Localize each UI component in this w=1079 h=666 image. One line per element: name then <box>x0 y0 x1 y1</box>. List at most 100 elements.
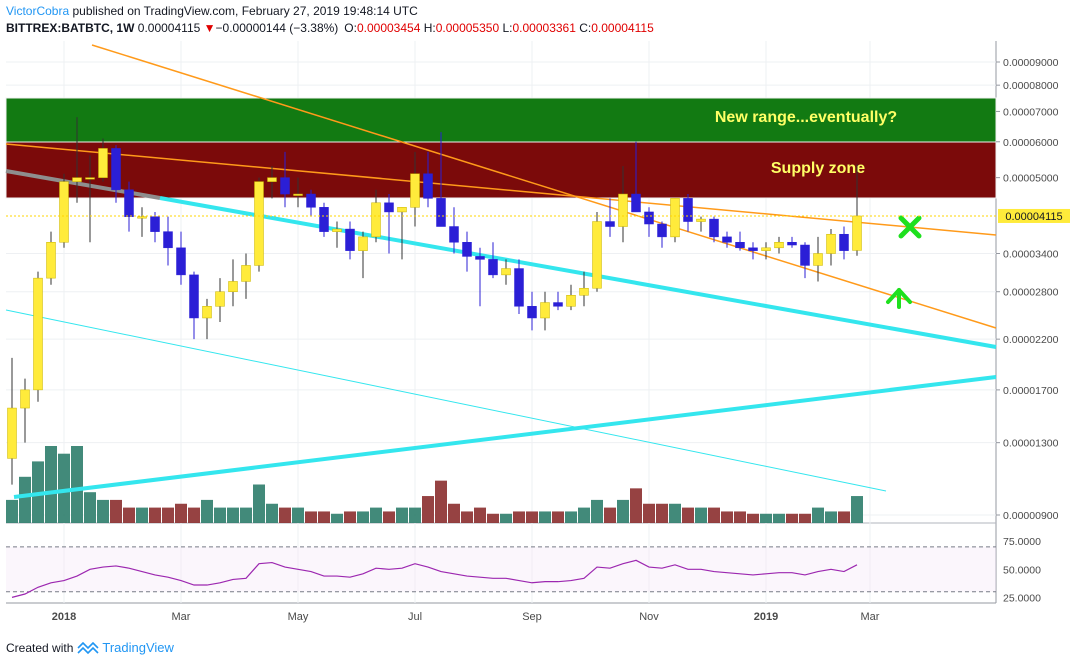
candle[interactable] <box>189 271 199 340</box>
orange-resistance-line-steep[interactable] <box>91 44 997 329</box>
candle[interactable] <box>501 259 511 285</box>
volume-bar <box>851 496 863 523</box>
volume-bar <box>799 513 811 523</box>
rsi-axis-label: 50.0000 <box>1003 564 1041 576</box>
candle[interactable] <box>124 181 134 232</box>
candle[interactable] <box>579 271 589 307</box>
gray-trendline-segment[interactable] <box>5 169 161 200</box>
candle[interactable] <box>202 298 212 340</box>
high-value: 0.00005350 <box>435 21 500 35</box>
symbol-label[interactable]: BITTREX:BATBTC, 1W <box>6 21 135 35</box>
candle[interactable] <box>163 216 173 266</box>
candle[interactable] <box>7 357 17 485</box>
candle[interactable] <box>605 198 615 237</box>
candle[interactable] <box>748 242 758 260</box>
candle[interactable] <box>657 221 667 248</box>
candle[interactable] <box>553 291 563 311</box>
candle[interactable] <box>111 145 121 203</box>
candle[interactable] <box>423 151 433 208</box>
candle[interactable] <box>722 231 732 248</box>
candle[interactable] <box>709 216 719 243</box>
cyan-ascending-support-line[interactable] <box>13 375 997 499</box>
candle[interactable] <box>59 173 69 248</box>
candle[interactable] <box>618 166 628 243</box>
volume-bar <box>162 507 174 523</box>
candle[interactable] <box>215 278 225 323</box>
candle[interactable] <box>267 166 277 199</box>
candle[interactable] <box>436 132 446 227</box>
green-up-arrow-icon <box>886 288 912 309</box>
new-range-zone-label: New range...eventually? <box>715 109 897 126</box>
candle[interactable] <box>384 194 394 254</box>
candle[interactable] <box>826 229 836 266</box>
candle-body <box>124 189 134 217</box>
candle[interactable] <box>332 221 342 248</box>
candle[interactable] <box>46 231 56 285</box>
candle[interactable] <box>98 138 108 182</box>
candle[interactable] <box>241 253 251 299</box>
time-axis-label: 2018 <box>52 611 76 623</box>
price-axis-label: 0.00001300 <box>1003 438 1059 450</box>
candle[interactable] <box>410 151 420 227</box>
candle[interactable] <box>683 194 693 232</box>
candle[interactable] <box>488 242 498 279</box>
volume-bar <box>487 513 499 523</box>
candle[interactable] <box>540 291 550 331</box>
candle[interactable] <box>735 231 745 251</box>
volume-bar <box>19 476 31 523</box>
candle[interactable] <box>72 117 82 203</box>
candle[interactable] <box>293 177 303 208</box>
price-axis[interactable]: 0.00009000 0.00008000 0.00007000 0.00006000… <box>996 57 1059 522</box>
candle[interactable] <box>813 236 823 282</box>
candle[interactable] <box>306 189 316 217</box>
candle[interactable] <box>800 242 810 279</box>
candle[interactable] <box>566 284 576 311</box>
candle[interactable] <box>20 378 30 443</box>
rsi-pane <box>6 546 996 598</box>
candle[interactable] <box>644 207 654 237</box>
candle-body <box>722 236 732 243</box>
volume-bar <box>331 513 343 523</box>
candle[interactable] <box>852 164 862 256</box>
volume-bar <box>773 513 785 523</box>
candle[interactable] <box>839 226 849 260</box>
candle[interactable] <box>787 236 797 248</box>
low-value: 0.00003361 <box>512 21 576 35</box>
candle[interactable] <box>449 207 459 254</box>
candle[interactable] <box>319 202 329 237</box>
candle[interactable] <box>85 155 95 243</box>
cyan-descending-trendline[interactable] <box>159 196 997 349</box>
cyan-thin-channel-line[interactable] <box>5 309 887 492</box>
candle[interactable] <box>670 198 680 243</box>
orange-resistance-line-flat[interactable] <box>5 143 997 236</box>
candle[interactable] <box>774 236 784 254</box>
candle[interactable] <box>137 207 147 237</box>
price-axis-label: 0.00008000 <box>1003 80 1059 92</box>
candle[interactable] <box>228 259 238 307</box>
price-axis-label: 0.00007000 <box>1003 106 1059 118</box>
candle[interactable] <box>462 231 472 272</box>
candle[interactable] <box>33 271 43 402</box>
candle[interactable] <box>514 259 524 315</box>
candle[interactable] <box>761 242 771 260</box>
candle[interactable] <box>280 151 290 208</box>
candle[interactable] <box>254 177 264 272</box>
author-link[interactable]: VictorCobra <box>6 4 70 18</box>
candle-body <box>501 268 511 276</box>
candle[interactable] <box>176 231 186 285</box>
candle-body <box>241 265 251 282</box>
candle[interactable] <box>475 247 485 307</box>
candle[interactable] <box>150 211 160 243</box>
candle-body <box>709 218 719 238</box>
time-axis[interactable]: 2018 Mar May Jul Sep Nov 2019 Mar <box>52 611 880 623</box>
candle[interactable] <box>631 141 641 213</box>
tradingview-link[interactable]: TradingView <box>102 640 174 655</box>
candle[interactable] <box>358 231 368 279</box>
candle[interactable] <box>345 221 355 260</box>
price-axis-label: 0.00005000 <box>1003 173 1059 185</box>
candle[interactable] <box>592 211 602 292</box>
candle[interactable] <box>696 216 706 232</box>
volume-bar <box>370 507 382 523</box>
candle[interactable] <box>527 291 537 331</box>
